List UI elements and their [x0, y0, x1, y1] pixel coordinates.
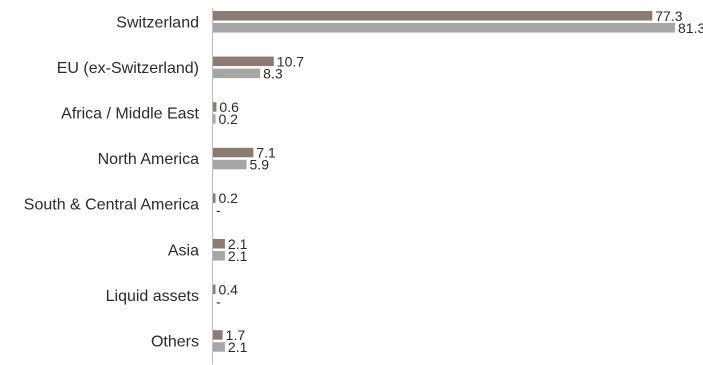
bar-series-1 [213, 102, 217, 112]
value-label: 0.4 [219, 281, 239, 297]
category-label: North America [98, 151, 199, 168]
bar-series-1 [213, 239, 225, 249]
value-labels: 77.381.310.78.30.60.27.15.90.2-2.12.10.4… [216, 8, 703, 355]
value-label: - [216, 202, 221, 218]
value-label: 7.1 [256, 145, 276, 161]
category-label: Africa / Middle East [61, 105, 199, 122]
value-label: 0.2 [219, 111, 239, 127]
category-label: EU (ex-Switzerland) [57, 60, 199, 77]
bar-series-2 [213, 23, 675, 33]
bar-series-1 [213, 193, 216, 203]
bar-series-2 [213, 342, 225, 352]
value-label: 0.6 [219, 99, 239, 115]
value-label: 10.7 [277, 53, 304, 69]
category-label: Asia [168, 242, 199, 259]
bar-series-1 [213, 330, 223, 340]
value-label: 8.3 [263, 65, 283, 81]
value-label: 2.1 [228, 248, 248, 264]
bar-series-1 [213, 56, 274, 67]
category-label: South & Central America [24, 197, 199, 214]
category-label: Liquid assets [106, 288, 199, 305]
value-label: 2.1 [228, 236, 248, 252]
bars [213, 11, 675, 352]
bar-series-2 [213, 68, 261, 79]
value-label: 77.3 [655, 8, 682, 24]
bar-series-1 [213, 147, 254, 158]
bar-series-2 [213, 114, 216, 124]
value-label: 81.3 [678, 20, 703, 36]
value-label: 5.9 [250, 157, 270, 173]
bar-series-2 [213, 159, 247, 170]
bar-series-2 [213, 251, 225, 261]
value-label: - [216, 293, 221, 309]
bar-series-1 [213, 284, 216, 295]
value-label: 1.7 [226, 327, 246, 343]
bar-series-1 [213, 11, 653, 21]
value-label: 0.2 [219, 190, 239, 206]
category-label: Switzerland [116, 14, 199, 31]
category-labels: Switzerland EU (ex-Switzerland) Africa / M… [24, 14, 200, 350]
value-label: 2.1 [228, 339, 248, 355]
category-label: Others [151, 333, 199, 350]
